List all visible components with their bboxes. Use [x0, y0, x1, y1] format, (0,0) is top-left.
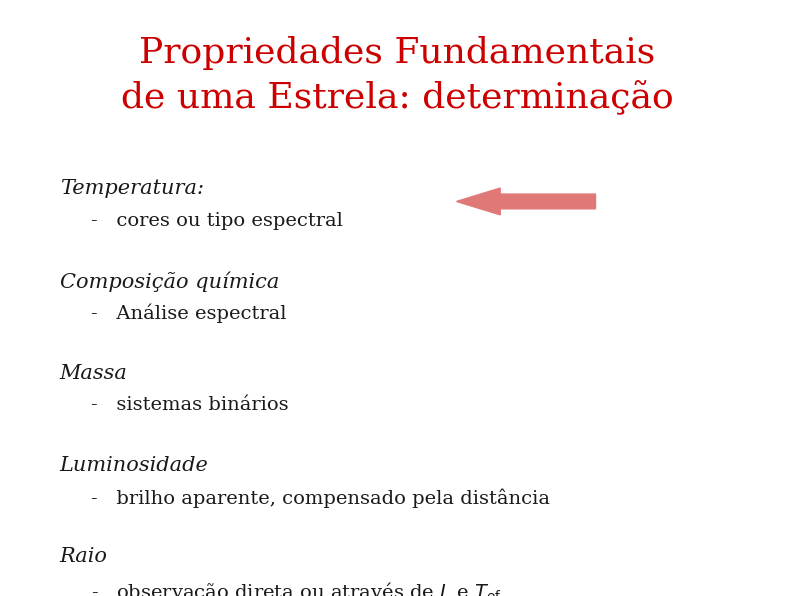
Text: Raio: Raio — [60, 547, 107, 566]
Text: -   brilho aparente, compensado pela distância: - brilho aparente, compensado pela distâ… — [91, 489, 550, 508]
Text: Massa: Massa — [60, 364, 127, 383]
Text: -   cores ou tipo espectral: - cores ou tipo espectral — [91, 212, 343, 229]
Text: Temperatura:: Temperatura: — [60, 179, 203, 198]
Text: -   sistemas binários: - sistemas binários — [91, 396, 289, 414]
Text: Luminosidade: Luminosidade — [60, 456, 208, 475]
Text: Propriedades Fundamentais
de uma Estrela: determinação: Propriedades Fundamentais de uma Estrela… — [121, 36, 673, 114]
FancyArrow shape — [457, 188, 596, 215]
Text: Composição química: Composição química — [60, 271, 279, 291]
Text: -   Análise espectral: - Análise espectral — [91, 304, 287, 324]
Text: -   observação direta ou através de $\mathit{L}$ e $\mathit{T}_\mathrm{ef}$: - observação direta ou através de $\math… — [91, 580, 502, 596]
